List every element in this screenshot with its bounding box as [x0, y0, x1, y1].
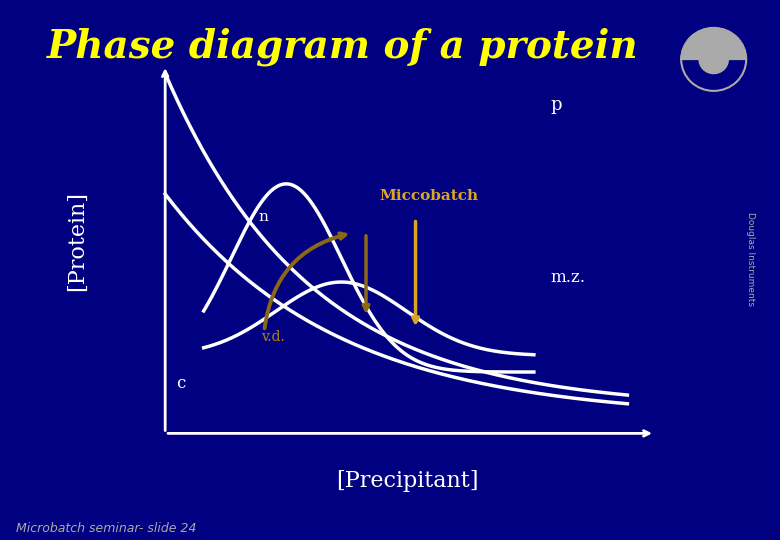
Text: n: n [259, 210, 268, 224]
Text: Douglas Instruments: Douglas Instruments [746, 212, 755, 306]
Text: v.d.: v.d. [261, 330, 285, 345]
Wedge shape [699, 59, 729, 73]
Text: Phase diagram of a protein: Phase diagram of a protein [48, 27, 639, 65]
Text: p: p [551, 96, 562, 114]
Text: [Protein]: [Protein] [66, 191, 88, 291]
Text: m.z.: m.z. [551, 269, 585, 286]
Text: Miccobatch: Miccobatch [380, 189, 479, 203]
Text: Microbatch seminar- slide 24: Microbatch seminar- slide 24 [16, 522, 196, 535]
Text: [Precipitant]: [Precipitant] [336, 470, 479, 492]
Wedge shape [681, 28, 746, 59]
Text: c: c [176, 375, 186, 393]
